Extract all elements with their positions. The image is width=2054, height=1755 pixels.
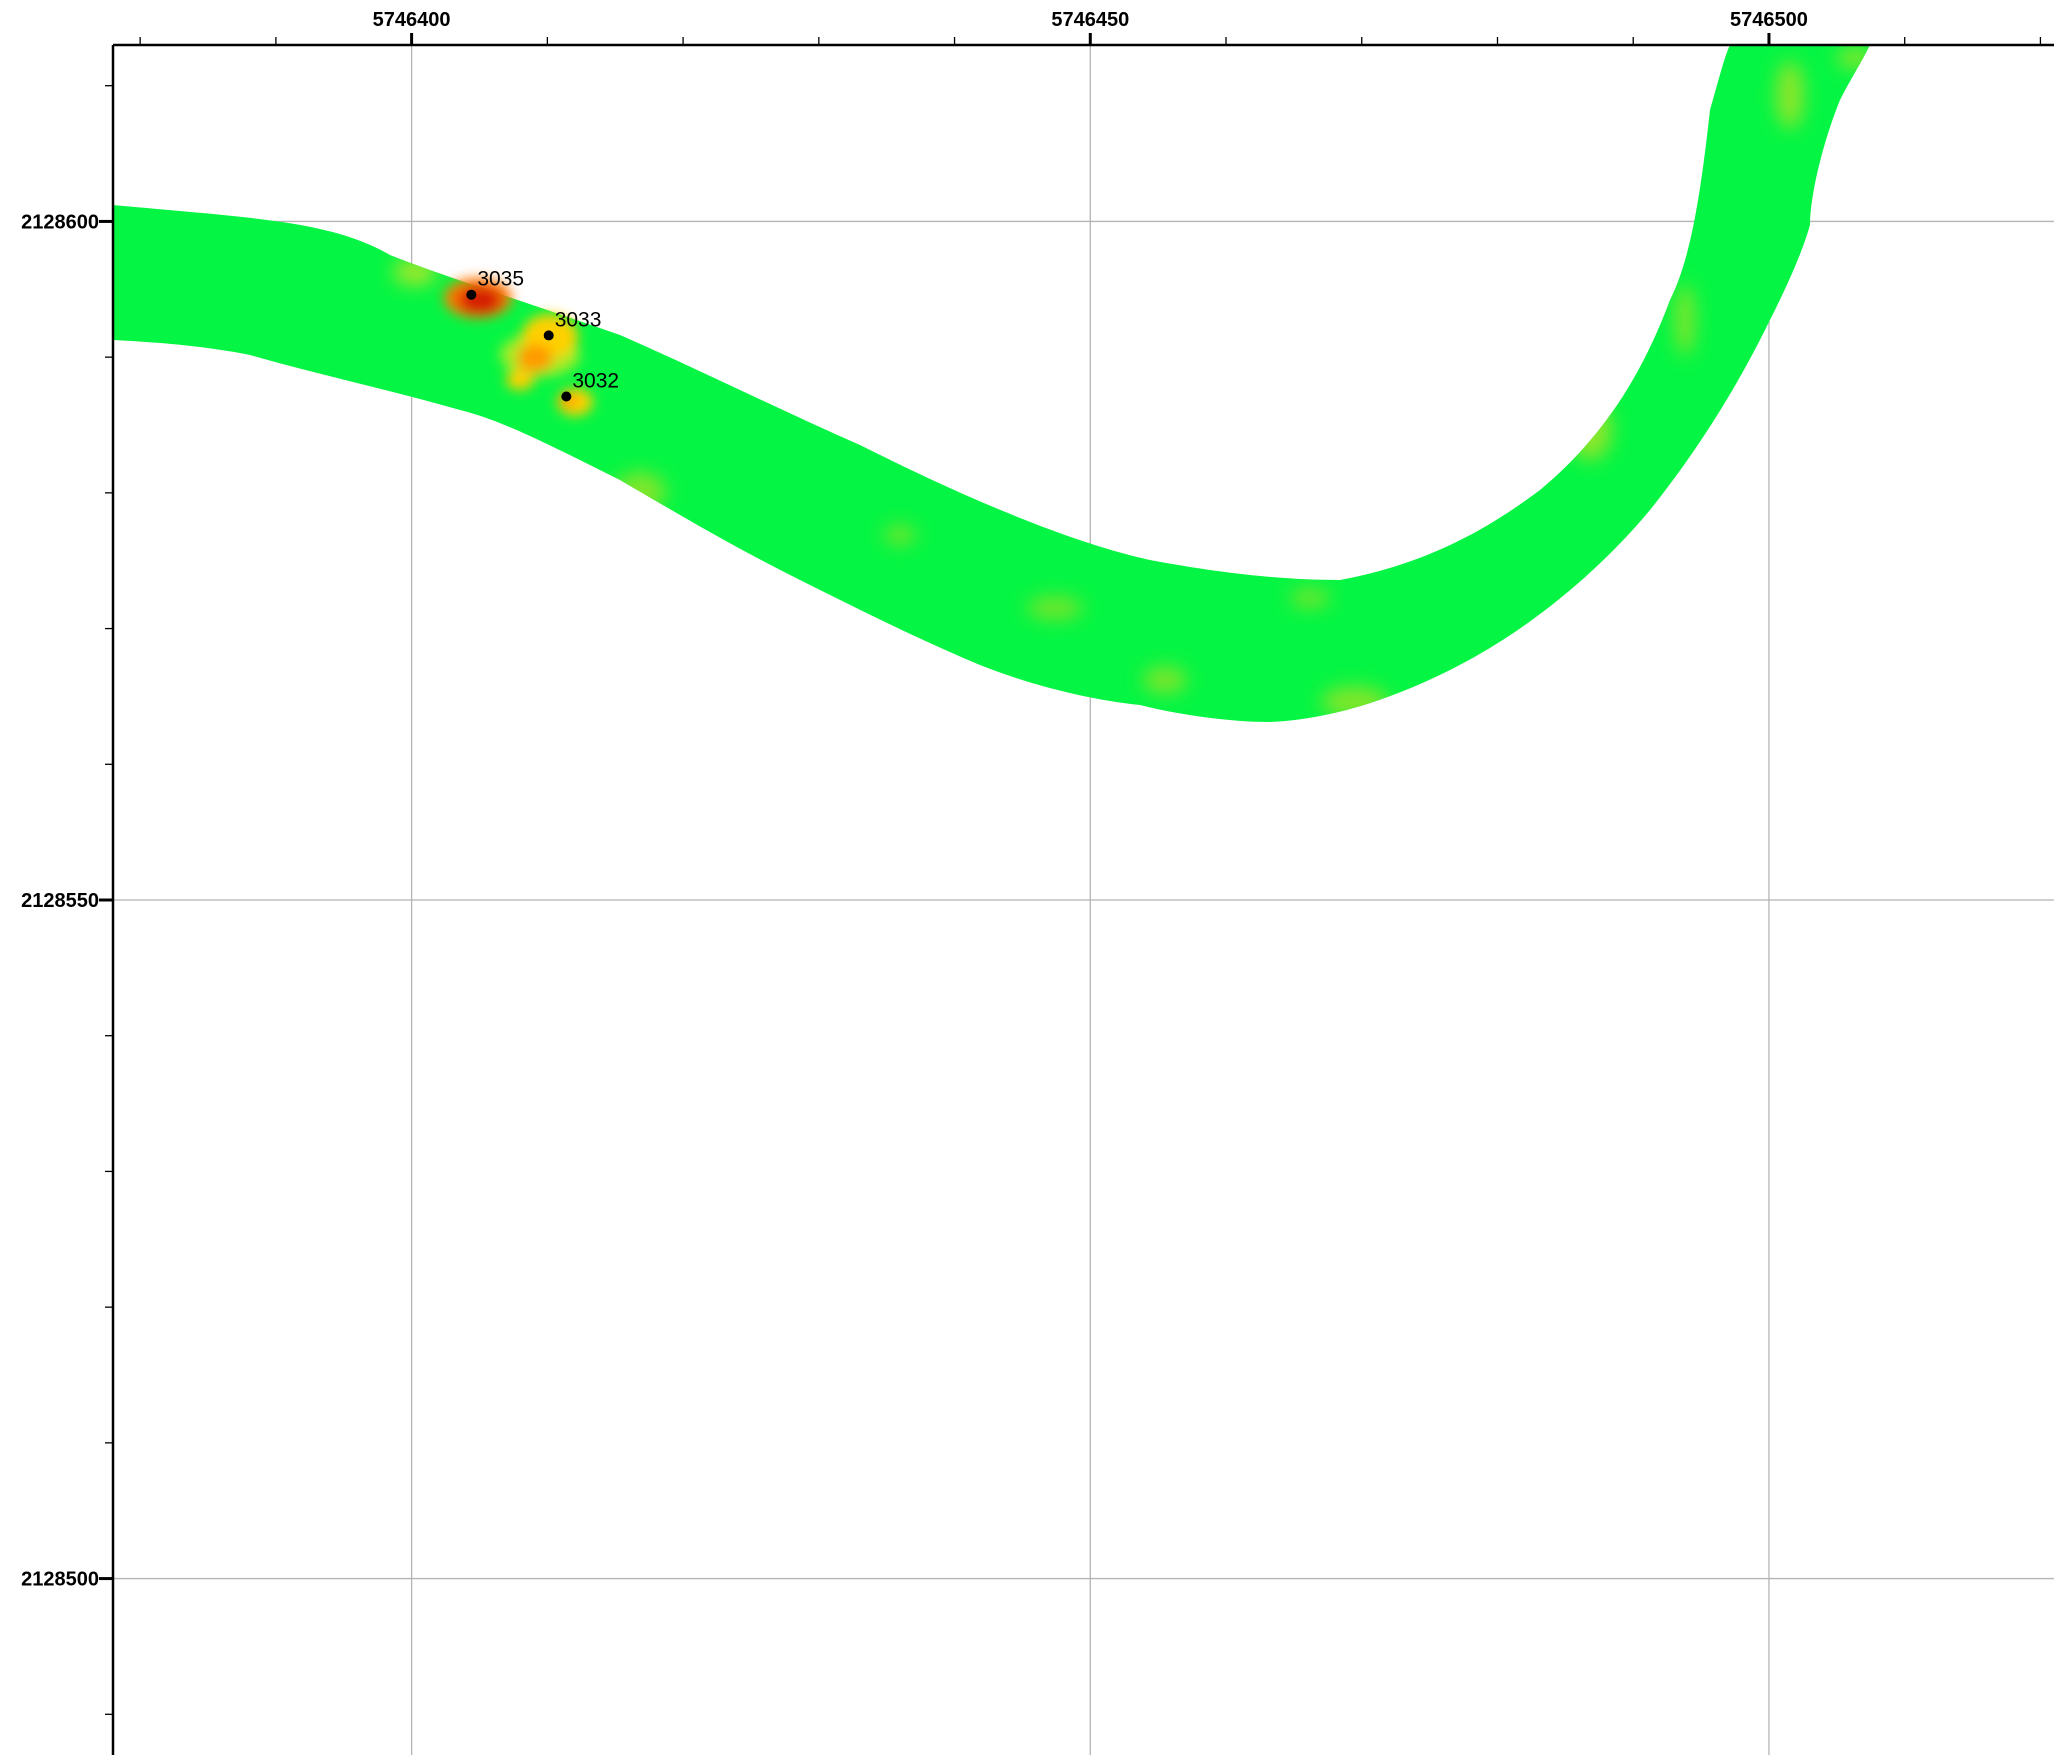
x-tick-label: 5746450 [1051,9,1129,31]
sample-point-label: 3035 [477,268,524,291]
sample-point-label: 3032 [572,370,619,393]
y-tick-label: 2128550 [21,890,99,912]
x-tick-label: 5746500 [1730,9,1808,31]
river-heatmap [113,45,1870,722]
sample-point-marker[interactable] [561,391,572,402]
y-axis-ticks: 2128600 2128550 2128500 [21,85,113,1715]
river-surface [113,45,1870,722]
grid-lines [113,45,2054,1755]
y-tick-label: 2128600 [21,211,99,233]
sample-point-label: 3033 [555,308,602,331]
sample-point-marker[interactable] [543,330,554,341]
x-axis-ticks: 5746400 5746450 5746500 [139,9,2042,45]
y-tick-label: 2128500 [21,1569,99,1591]
x-tick-label: 5746400 [373,9,451,31]
sample-points: 3035 3033 3032 [466,268,619,402]
sample-point-marker[interactable] [466,289,477,300]
